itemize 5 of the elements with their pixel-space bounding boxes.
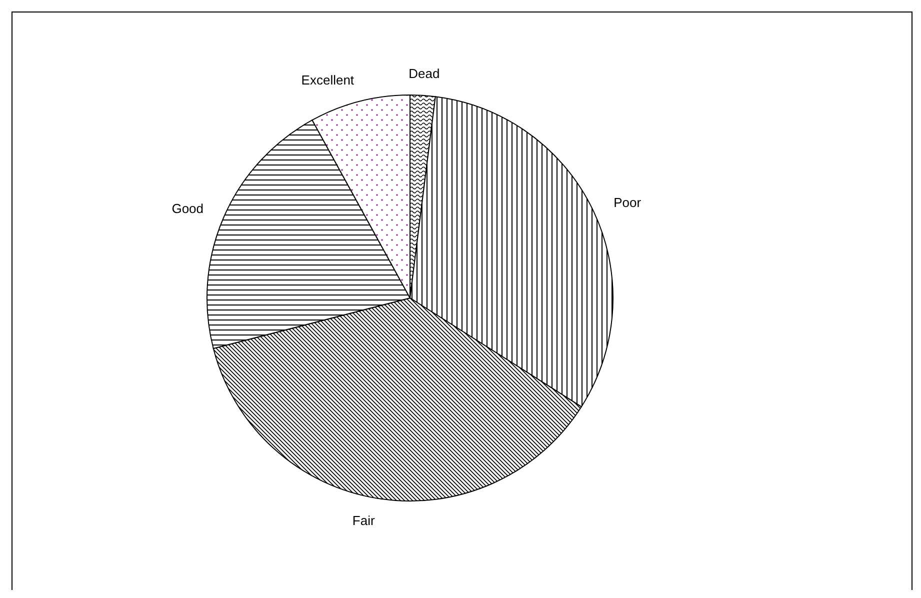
slice-label: Fair (352, 512, 376, 528)
slice-label: Poor (614, 194, 642, 210)
slice-label: Good (172, 201, 204, 216)
slice-label: Excellent (301, 72, 354, 88)
slice-label: Dead (408, 66, 440, 81)
